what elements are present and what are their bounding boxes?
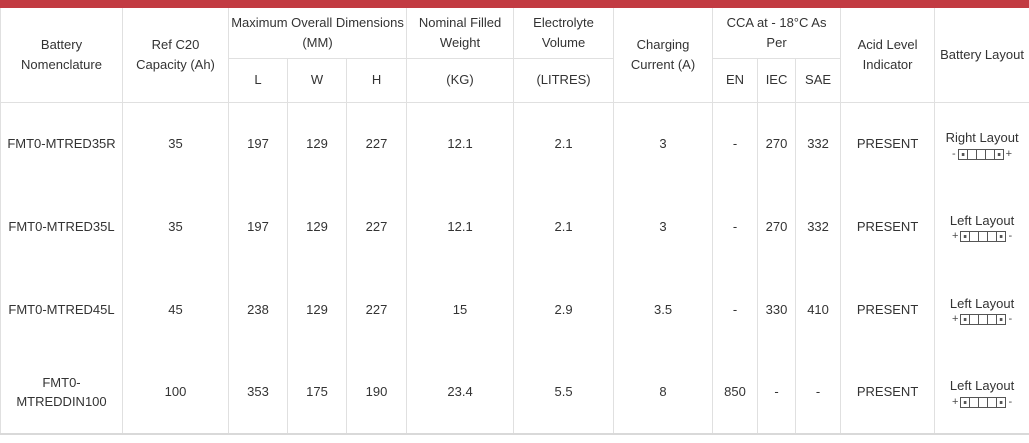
layout-label: Right Layout [945,130,1019,145]
cell-battery-layout: Left Layout + [934,185,1029,268]
cell-charging-current: 3 [613,185,714,268]
header-battery-layout: Battery Layout [934,3,1029,103]
header-ref-c20-capacity: Ref C20 Capacity (Ah) [122,3,229,103]
cell-width: 129 [287,102,347,185]
cell-cca-en: 850 [712,351,759,434]
cell-width: 129 [287,185,347,268]
table-row: FMT0-MTRED35R 35 197 129 227 12.1 2.1 3 … [0,102,1029,185]
cell-weight: 15 [406,268,515,351]
header-max-overall-dimensions: Maximum Overall Dimensions (MM) [227,3,408,59]
header-dim-h: H [345,57,408,103]
header-sub-row: L W H (KG) (LITRES) EN IEC SAE [1,57,1029,103]
cell-cca-iec: 270 [757,102,797,185]
header-electrolyte-volume: Electrolyte Volume [513,3,615,59]
cell-width: 129 [287,268,347,351]
battery-layout-icon: - + [952,147,1013,160]
cell-height: 227 [345,102,408,185]
header-dim-w: W [287,57,347,103]
cell-cca-sae: 410 [795,268,842,351]
cell-cca-iec: - [757,351,797,434]
layout-label: Left Layout [949,295,1015,311]
cell-battery-layout: Left Layout + [934,268,1029,351]
cell-nomenclature: FMT0-MTREDDIN100 [0,351,123,434]
cell-charging-current: 8 [613,351,714,434]
cell-height: 227 [345,268,408,351]
table-row: FMT0-MTRED35L 35 197 129 227 12.1 2.1 3 … [0,185,1029,268]
cell-electrolyte: 2.9 [513,268,615,351]
layout-label: Left Layout [949,212,1015,228]
cell-length: 197 [228,185,288,268]
cell-cca-sae: - [795,351,842,434]
header-cca-iec: IEC [757,57,797,103]
cell-capacity: 100 [122,351,229,434]
cell-height: 190 [345,351,408,434]
cell-capacity: 35 [122,102,229,185]
battery-cells-icon [960,396,1007,408]
cell-length: 197 [228,102,288,185]
cell-acid-level: PRESENT [840,185,936,268]
header-weight-unit: (KG) [406,57,515,103]
layout-label: Left Layout [949,378,1015,394]
header-nominal-filled-weight: Nominal Filled Weight [406,3,515,59]
cell-height: 227 [345,185,408,268]
battery-cells-icon [957,148,1004,160]
polarity-sign-right: + [1005,147,1013,160]
header-charging-current: Charging Current (A) [613,3,714,103]
cell-battery-layout: Right Layout - [934,102,1029,185]
cell-nomenclature: FMT0-MTRED35R [0,102,123,185]
header-group-row: Battery Nomenclature Ref C20 Capacity (A… [0,3,1029,103]
cell-cca-sae: 332 [795,185,842,268]
cell-acid-level: PRESENT [840,351,936,434]
battery-layout-icon: + - [952,313,1013,326]
cell-electrolyte: 2.1 [513,102,615,185]
table-row: FMT0-MTREDDIN100 100 353 175 190 23.4 5.… [0,351,1029,434]
cell-weight: 23.4 [406,351,515,434]
header-dim-l: L [228,57,288,103]
polarity-sign-left: - [952,147,956,160]
cell-cca-en: - [712,102,759,185]
cell-weight: 12.1 [406,185,515,268]
polarity-sign-right: - [1008,313,1013,326]
cell-electrolyte: 5.5 [513,351,615,434]
cell-length: 238 [228,268,288,351]
cell-charging-current: 3.5 [613,268,714,351]
header-cca-sae: SAE [795,57,842,103]
header-cca-en: EN [712,57,759,103]
header-electrolyte-unit: (LITRES) [513,57,615,103]
battery-layout-icon: + - [952,230,1013,243]
battery-cells-icon [960,231,1007,243]
cell-nomenclature: FMT0-MTRED35L [0,185,123,268]
header-battery-nomenclature: Battery Nomenclature [0,3,123,103]
cell-cca-sae: 332 [795,102,842,185]
cell-charging-current: 3 [613,102,714,185]
cell-nomenclature: FMT0-MTRED45L [0,268,123,351]
cell-acid-level: PRESENT [840,102,936,185]
header-acid-level-indicator: Acid Level Indicator [840,3,936,103]
cell-cca-iec: 270 [757,185,797,268]
polarity-sign-left: + [952,230,959,243]
cell-length: 353 [228,351,288,434]
polarity-sign-right: - [1008,395,1013,408]
cell-cca-en: - [712,185,759,268]
battery-cells-icon [960,314,1007,326]
polarity-sign-left: + [952,313,959,326]
cell-width: 175 [287,351,347,434]
header-cca: CCA at - 18°C As Per [712,3,842,59]
cell-cca-iec: 330 [757,268,797,351]
polarity-sign-left: + [952,395,959,408]
battery-layout-icon: + - [952,395,1013,408]
cell-capacity: 45 [122,268,229,351]
polarity-sign-right: - [1008,230,1013,243]
cell-weight: 12.1 [406,102,515,185]
cell-capacity: 35 [122,185,229,268]
cell-acid-level: PRESENT [840,268,936,351]
cell-battery-layout: Left Layout + [934,351,1029,434]
table-row: FMT0-MTRED45L 45 238 129 227 15 2.9 3.5 … [0,268,1029,351]
cell-electrolyte: 2.1 [513,185,615,268]
cell-cca-en: - [712,268,759,351]
